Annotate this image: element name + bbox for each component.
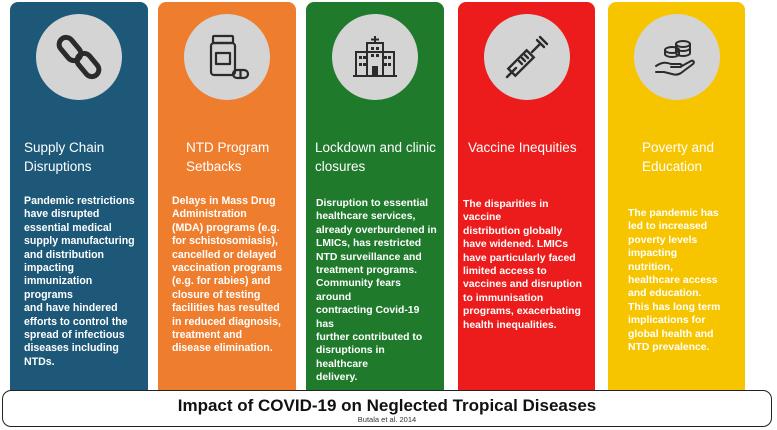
card-title: Lockdown and clinic closures	[315, 140, 436, 174]
medicine-bottle-icon-circle	[184, 14, 270, 100]
card-title: Vaccine Inequities	[468, 140, 577, 155]
ntd-program-card: NTD Program Setbacks Delays in Mass Drug…	[158, 2, 296, 397]
hospital-building-icon	[353, 36, 397, 77]
card-body: Delays in Mass Drug Administration (MDA)…	[172, 195, 283, 355]
card-title: Supply Chain Disruptions	[24, 140, 105, 174]
syringe-icon-circle	[483, 14, 570, 100]
card-body: Disruption to essential healthcare servi…	[316, 198, 437, 384]
supply-chain-card: Supply Chain Disruptions Pandemic restri…	[10, 2, 148, 397]
hospital-building-icon-circle	[332, 14, 418, 100]
card-body: The disparities in vaccine distribution …	[463, 199, 582, 331]
citation: Butala et al. 2014	[357, 415, 417, 424]
medicine-bottle-icon	[209, 34, 250, 80]
vaccine-inequities-card: Vaccine Inequities The disparities in va…	[458, 2, 595, 397]
poverty-education-card: Poverty and Education The pandemic has l…	[608, 2, 745, 397]
footer-banner: Impact of COVID-19 on Neglected Tropical…	[2, 390, 772, 427]
card-title: Poverty and Education	[642, 140, 715, 174]
syringe-icon	[505, 35, 548, 79]
card-body: The pandemic has led to increased povert…	[628, 208, 721, 354]
card-title: NTD Program Setbacks	[186, 140, 270, 174]
hand-coins-icon	[654, 40, 695, 76]
card-body: Pandemic restrictions have disrupted ess…	[24, 195, 135, 368]
chain-link-icon-circle	[36, 14, 122, 100]
chain-link-icon	[56, 34, 102, 80]
page-title: Impact of COVID-19 on Neglected Tropical…	[177, 396, 597, 415]
lockdown-card: Lockdown and clinic closures Disruption …	[306, 2, 444, 397]
hand-coins-icon-circle	[633, 14, 720, 100]
